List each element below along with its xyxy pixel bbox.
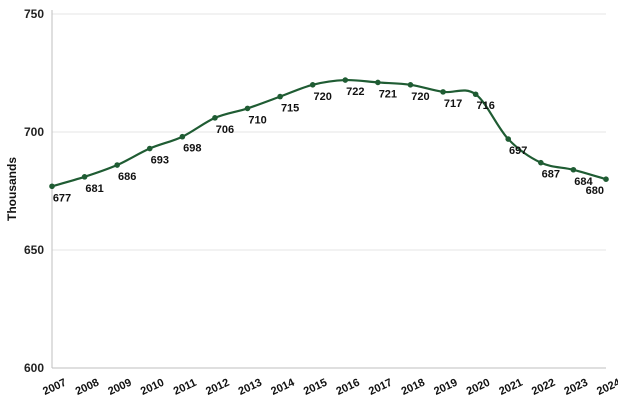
x-tick-label: 2014 — [269, 376, 297, 398]
data-label: 687 — [542, 169, 560, 181]
y-tick-label: 650 — [24, 243, 44, 257]
data-label: 680 — [586, 185, 604, 197]
x-tick-label: 2024 — [595, 376, 618, 398]
x-tick-label: 2012 — [204, 377, 231, 398]
data-point — [114, 162, 120, 168]
data-label: 706 — [216, 124, 234, 136]
x-tick-label: 2008 — [74, 377, 101, 398]
data-label: 716 — [476, 100, 494, 112]
x-tick-label: 2010 — [139, 377, 166, 398]
x-tick-label: 2018 — [400, 377, 427, 398]
data-label: 722 — [346, 86, 364, 98]
data-point — [49, 183, 55, 190]
data-point — [146, 145, 153, 152]
data-label: 721 — [379, 88, 397, 100]
data-point — [375, 79, 381, 86]
data-point — [212, 115, 218, 121]
data-point — [244, 105, 251, 112]
data-point — [570, 166, 577, 173]
y-tick-label: 600 — [24, 361, 44, 375]
x-tick-label: 2020 — [465, 377, 492, 398]
y-tick-label: 700 — [24, 125, 44, 139]
data-label: 720 — [314, 91, 332, 103]
data-label: 684 — [574, 176, 593, 188]
data-label: 717 — [444, 98, 462, 110]
gridlines — [52, 13, 606, 251]
data-label: 677 — [53, 192, 71, 204]
data-point — [505, 136, 512, 142]
x-tick-label: 2016 — [334, 377, 361, 398]
data-label: 693 — [151, 155, 169, 167]
x-tick-label: 2007 — [41, 377, 68, 398]
y-tick-label: 750 — [24, 7, 44, 21]
data-point — [81, 174, 88, 180]
x-tick-label: 2017 — [367, 377, 394, 398]
x-tick-label: 2022 — [530, 377, 557, 398]
data-label: 720 — [411, 91, 429, 103]
data-point — [472, 91, 479, 98]
data-point — [538, 159, 544, 166]
x-tick-label: 2011 — [172, 377, 199, 398]
data-label: 697 — [509, 145, 527, 157]
series-line-group — [49, 77, 609, 190]
data-label: 686 — [118, 171, 136, 183]
y-axis: 600 650 700 750 — [24, 7, 53, 375]
data-point — [277, 93, 283, 100]
x-tick-label: 2019 — [432, 377, 459, 398]
data-label: 698 — [183, 143, 201, 155]
y-axis-title: Thousands — [5, 157, 19, 221]
data-point — [309, 82, 316, 88]
data-point — [179, 133, 186, 140]
data-label: 710 — [248, 114, 266, 126]
x-tick-label: 2023 — [563, 377, 590, 398]
x-axis: 2007 2008 2009 2010 2011 2012 2013 2014 2015 2016… — [41, 367, 618, 398]
data-point — [603, 176, 609, 182]
data-label: 715 — [281, 103, 299, 115]
x-tick-label: 2013 — [237, 377, 264, 398]
data-label: 681 — [85, 183, 103, 195]
x-tick-label: 2015 — [302, 377, 329, 398]
x-tick-label: 2009 — [106, 377, 133, 398]
data-point — [342, 77, 349, 83]
data-point — [407, 82, 414, 88]
data-labels: 677 681 686 693 698 706 710 715 720 722 721 720 717 7… — [53, 86, 604, 204]
data-point — [440, 89, 446, 95]
series-line — [51, 78, 607, 188]
x-tick-label: 2021 — [497, 377, 524, 398]
